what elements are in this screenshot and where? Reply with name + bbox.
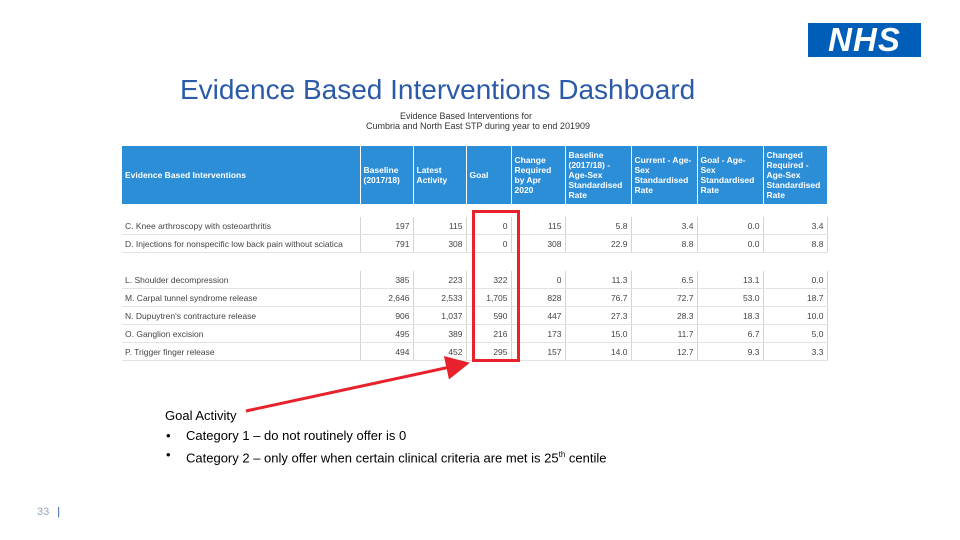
- table-cell: 53.0: [697, 288, 764, 307]
- table-cell: 12.7: [631, 342, 698, 361]
- table-cell: 8.8: [763, 234, 828, 253]
- table-cell: P. Trigger finger release: [122, 342, 361, 361]
- note-bullet: Category 1 – do not routinely offer is 0: [165, 426, 606, 446]
- table-header-row: Evidence Based Interventions Baseline (2…: [122, 146, 828, 204]
- table-cell: 389: [413, 324, 467, 343]
- table-cell: 22.9: [565, 234, 632, 253]
- table-cell: C. Knee arthroscopy with osteoarthritis: [122, 217, 361, 235]
- goal-activity-note: Goal Activity Category 1 – do not routin…: [165, 406, 606, 468]
- table-caption-line-2: Cumbria and North East STP during year t…: [366, 121, 590, 131]
- table-cell: 0.0: [697, 234, 764, 253]
- table-cell: 447: [511, 306, 566, 325]
- table-cell: 173: [511, 324, 566, 343]
- table-cell: 76.7: [565, 288, 632, 307]
- table-cell: 0: [466, 234, 512, 253]
- table-cell: 494: [360, 342, 414, 361]
- table-cell: 14.0: [565, 342, 632, 361]
- column-header: Latest Activity: [413, 146, 467, 204]
- table-cell: 5.8: [565, 217, 632, 235]
- table-cell: 3.4: [631, 217, 698, 235]
- table-cell: 6.7: [697, 324, 764, 343]
- table-cell: O. Ganglion excision: [122, 324, 361, 343]
- table-row: M. Carpal tunnel syndrome release 2,646 …: [122, 288, 828, 307]
- table-cell: 3.3: [763, 342, 828, 361]
- table-cell: 157: [511, 342, 566, 361]
- table-cell: 590: [466, 306, 512, 325]
- table-cell: 28.3: [631, 306, 698, 325]
- table-cell: M. Carpal tunnel syndrome release: [122, 288, 361, 307]
- interventions-table: Evidence Based Interventions Baseline (2…: [122, 146, 828, 361]
- column-header: Current - Age-Sex Standardised Rate: [631, 146, 698, 204]
- table-row: D. Injections for nonspecific low back p…: [122, 234, 828, 253]
- note-heading: Goal Activity: [165, 408, 237, 423]
- column-header: Changed Required - Age-Sex Standardised …: [763, 146, 828, 204]
- table-cell: 3.4: [763, 217, 828, 235]
- table-cell: D. Injections for nonspecific low back p…: [122, 234, 361, 253]
- table-cell: 18.7: [763, 288, 828, 307]
- ordinal-suffix: th: [558, 450, 566, 459]
- table-cell: 2,533: [413, 288, 467, 307]
- table-cell: L. Shoulder decompression: [122, 271, 361, 289]
- table-cell: 223: [413, 271, 467, 289]
- table-cell: 197: [360, 217, 414, 235]
- column-header: Baseline (2017/18) - Age-Sex Standardise…: [565, 146, 632, 204]
- table-cell: 10.0: [763, 306, 828, 325]
- table-cell: 0: [466, 217, 512, 235]
- note-bullet-text-end: centile: [565, 450, 607, 466]
- table-cell: 8.8: [631, 234, 698, 253]
- table-cell: 0.0: [697, 217, 764, 235]
- table-row: C. Knee arthroscopy with osteoarthritis …: [122, 217, 828, 235]
- column-header: Change Required by Apr 2020: [511, 146, 566, 204]
- page-number: 33: [37, 506, 50, 518]
- table-cell: 11.7: [631, 324, 698, 343]
- table-cell: 308: [511, 234, 566, 253]
- table-caption: Evidence Based Interventions for Cumbria…: [366, 111, 590, 131]
- goal-column-highlight: [472, 210, 520, 362]
- column-header: Goal: [466, 146, 512, 204]
- table-cell: 13.1: [697, 271, 764, 289]
- note-bullet-text: Category 1 – do not routinely offer is 0: [186, 427, 407, 443]
- table-cell: 791: [360, 234, 414, 253]
- slide-title: Evidence Based Interventions Dashboard: [180, 74, 696, 105]
- table-cell: 5.0: [763, 324, 828, 343]
- table-cell: 1,705: [466, 288, 512, 307]
- table-cell: 115: [511, 217, 566, 235]
- nhs-logo: NHS: [808, 23, 921, 57]
- table-cell: 1,037: [413, 306, 467, 325]
- table-cell: 308: [413, 234, 467, 253]
- table-cell: 9.3: [697, 342, 764, 361]
- table-cell: 0: [511, 271, 566, 289]
- table-cell: 495: [360, 324, 414, 343]
- note-bullet: Category 2 – only offer when certain cli…: [165, 445, 606, 468]
- table-cell: 6.5: [631, 271, 698, 289]
- table-cell: 115: [413, 217, 467, 235]
- table-cell: 72.7: [631, 288, 698, 307]
- table-row: L. Shoulder decompression 385 223 322 0 …: [122, 271, 828, 289]
- footer-separator: |: [57, 506, 61, 518]
- table-cell: 216: [466, 324, 512, 343]
- slide-footer: 33 |: [37, 506, 60, 518]
- table-cell: 322: [466, 271, 512, 289]
- table-cell: N. Dupuytren's contracture release: [122, 306, 361, 325]
- table-body: C. Knee arthroscopy with osteoarthritis …: [122, 204, 828, 361]
- column-header: Evidence Based Interventions: [122, 146, 361, 204]
- table-cell: 828: [511, 288, 566, 307]
- table-cell: 27.3: [565, 306, 632, 325]
- table-cell: 385: [360, 271, 414, 289]
- table-cell: 906: [360, 306, 414, 325]
- table-cell: 0.0: [763, 271, 828, 289]
- note-bullet-text: Category 2 – only offer when certain cli…: [186, 450, 559, 466]
- column-header: Goal - Age-Sex Standardised Rate: [697, 146, 764, 204]
- table-row: O. Ganglion excision 495 389 216 173 15.…: [122, 324, 828, 343]
- table-row: P. Trigger finger release 494 452 295 15…: [122, 342, 828, 361]
- table-row: N. Dupuytren's contracture release 906 1…: [122, 306, 828, 325]
- note-list: Category 1 – do not routinely offer is 0…: [165, 426, 606, 468]
- table-cell: 11.3: [565, 271, 632, 289]
- table-cell: 18.3: [697, 306, 764, 325]
- column-header: Baseline (2017/18): [360, 146, 414, 204]
- table-caption-line-1: Evidence Based Interventions for: [399, 111, 533, 121]
- table-cell: 2,646: [360, 288, 414, 307]
- table-cell: 15.0: [565, 324, 632, 343]
